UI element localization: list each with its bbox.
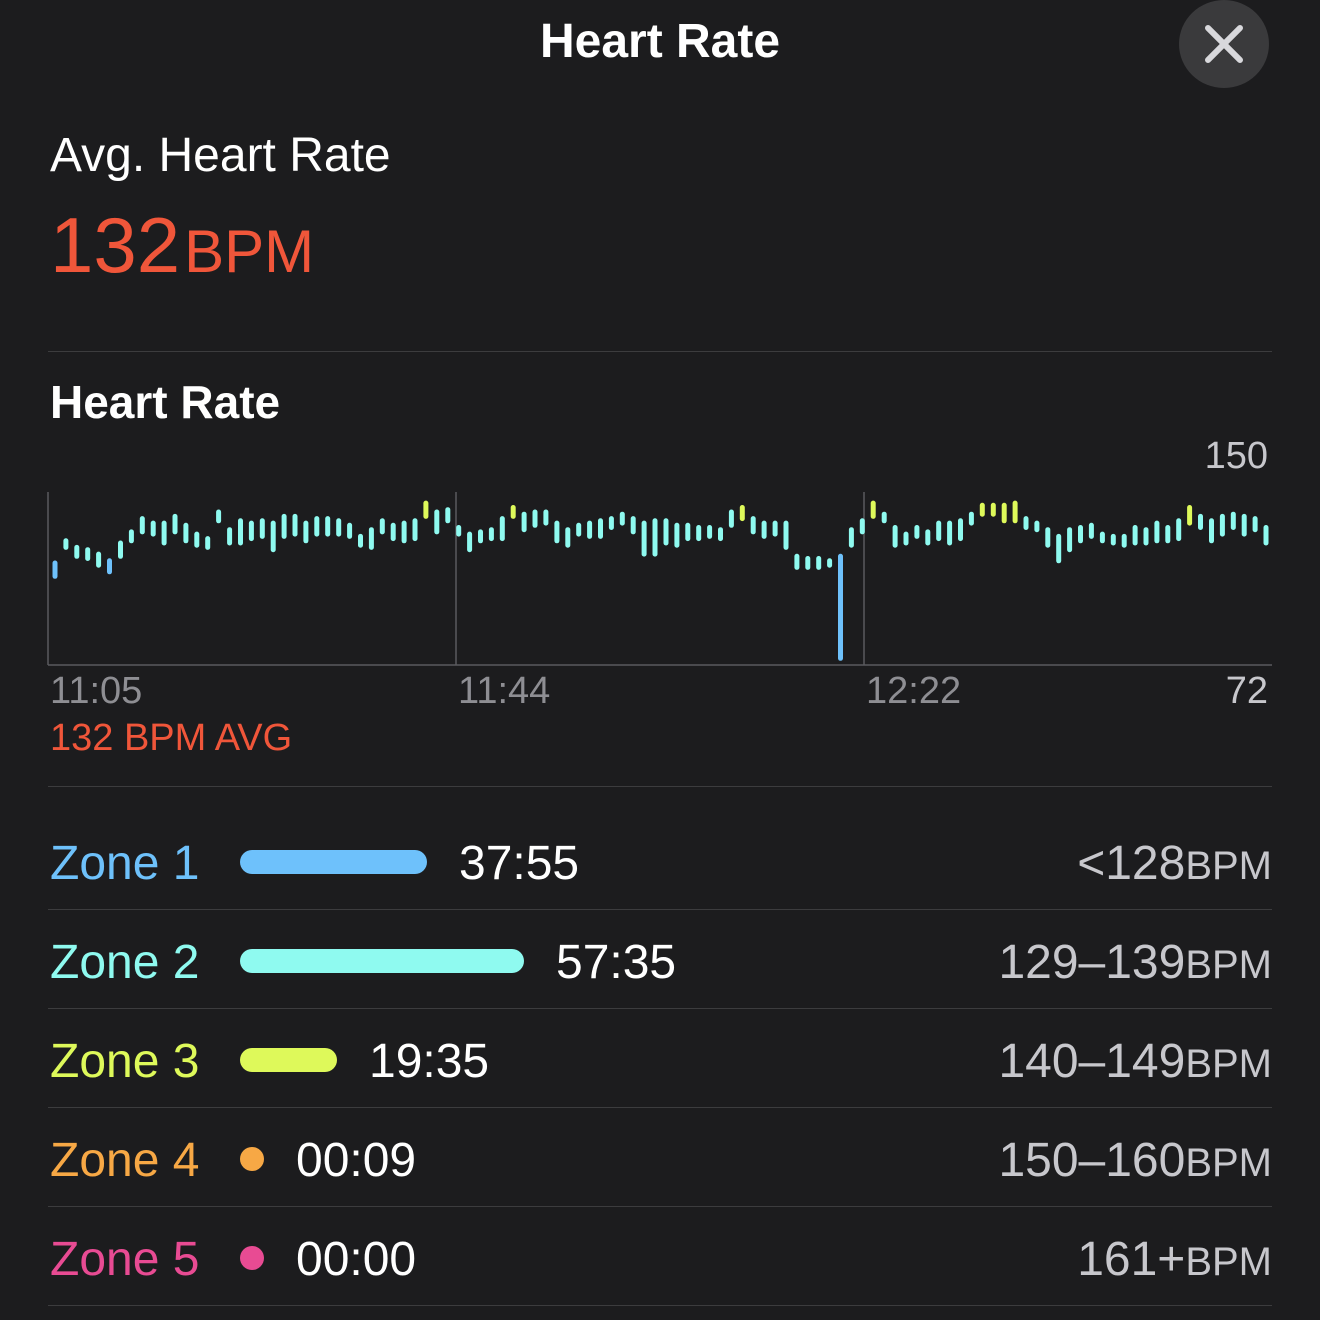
zone-range-value: 150–160 <box>998 1134 1186 1187</box>
zone-name: Zone 5 <box>50 1233 200 1286</box>
zone-range-value: 161+ <box>1077 1233 1186 1286</box>
zone-range: 140–149BPM <box>998 1034 1272 1092</box>
zone-bar <box>240 949 524 973</box>
close-button[interactable] <box>1179 0 1269 88</box>
zone-range-unit: BPM <box>1185 1042 1272 1086</box>
zone-range-unit: BPM <box>1185 844 1272 888</box>
divider <box>48 1206 1272 1207</box>
zone-time: 57:35 <box>556 936 677 989</box>
zone-bar <box>240 1048 337 1072</box>
divider <box>48 1305 1272 1306</box>
zone-row-3: Zone 3 19:35 140–149BPM <box>48 1010 1272 1108</box>
zone-range: <128BPM <box>1077 836 1272 894</box>
avg-heart-rate-unit: BPM <box>184 218 315 285</box>
avg-heart-rate-value: 132BPM <box>50 200 314 313</box>
page-title: Heart Rate <box>539 15 781 68</box>
zone-dot <box>240 1246 264 1270</box>
zone-range-value: <128 <box>1077 837 1186 890</box>
chart-bars <box>52 500 1269 661</box>
zone-time: 00:00 <box>296 1233 417 1286</box>
chart-average-caption: 132 BPM AVG <box>50 717 293 759</box>
zone-name: Zone 4 <box>50 1134 200 1187</box>
zone-time: 37:55 <box>459 837 580 890</box>
divider <box>48 351 1272 352</box>
avg-heart-rate-label: Avg. Heart Rate <box>50 129 391 182</box>
y-axis-min-label: 72 <box>1225 670 1268 712</box>
heart-rate-chart <box>47 492 1272 666</box>
zone-range: 150–160BPM <box>998 1133 1272 1191</box>
zone-range-value: 140–149 <box>998 1035 1186 1088</box>
zone-dot <box>240 1147 264 1171</box>
zone-range-unit: BPM <box>1185 943 1272 987</box>
divider <box>48 1107 1272 1108</box>
zone-range-unit: BPM <box>1185 1141 1272 1185</box>
zone-bar <box>240 850 427 874</box>
x-tick-label: 12:22 <box>866 670 962 712</box>
x-tick-label: 11:44 <box>458 670 551 712</box>
x-tick-label: 11:05 <box>50 670 143 712</box>
zone-name: Zone 3 <box>50 1035 200 1088</box>
close-icon <box>1205 25 1243 63</box>
zone-row-4: Zone 4 00:09 150–160BPM <box>48 1109 1272 1207</box>
divider <box>48 909 1272 910</box>
avg-heart-rate-number: 132 <box>50 201 181 289</box>
zone-range: 161+BPM <box>1077 1232 1272 1290</box>
zone-time: 19:35 <box>369 1035 490 1088</box>
zone-range: 129–139BPM <box>998 935 1272 993</box>
zone-range-value: 129–139 <box>998 936 1186 989</box>
chart-title: Heart Rate <box>50 376 281 428</box>
zone-row-1: Zone 1 37:55 <128BPM <box>48 812 1272 910</box>
zone-name: Zone 2 <box>50 936 200 989</box>
y-axis-max-label: 150 <box>1204 435 1268 477</box>
zone-name: Zone 1 <box>50 837 200 890</box>
zone-row-2: Zone 2 57:35 129–139BPM <box>48 911 1272 1009</box>
divider <box>48 1008 1272 1009</box>
zone-time: 00:09 <box>296 1134 417 1187</box>
divider <box>48 786 1272 787</box>
zone-range-unit: BPM <box>1185 1240 1272 1284</box>
zone-row-5: Zone 5 00:00 161+BPM <box>48 1208 1272 1306</box>
